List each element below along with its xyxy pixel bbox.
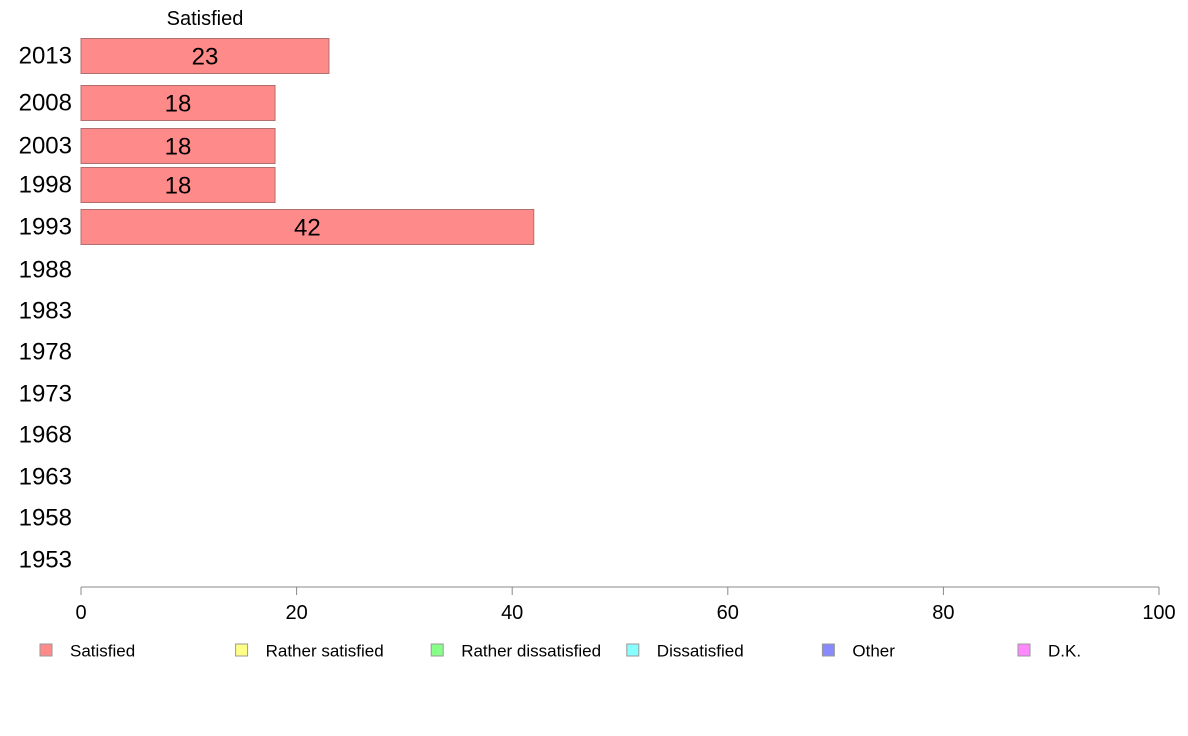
y-tick-label-1953: 1953 [19,547,72,574]
legend-label: Dissatisfied [657,642,744,661]
legend-item: Other [821,642,895,661]
legend-swatch [430,643,444,657]
legend-item: D.K. [1017,642,1081,661]
y-tick-label-1973: 1973 [19,381,72,408]
bar-value-label-2003: 18 [165,134,192,161]
y-tick-label-2013: 2013 [19,43,72,70]
bar-value-label-1993: 42 [294,215,321,242]
legend-swatch [39,643,53,657]
legend-swatch [626,643,640,657]
y-tick-label-1958: 1958 [19,505,72,532]
y-tick-label-2008: 2008 [19,90,72,117]
y-tick-label-1978: 1978 [19,339,72,366]
series-header: Satisfied [167,8,244,30]
y-tick-label-1963: 1963 [19,464,72,491]
legend-swatch [235,643,249,657]
bar-value-label-1998: 18 [165,173,192,200]
legend-label: Other [852,642,895,661]
legend-swatch [1017,643,1031,657]
y-tick-label-2003: 2003 [19,133,72,160]
x-tick-label-0: 0 [75,602,86,624]
bar-2008 [80,85,276,121]
legend-item: Rather dissatisfied [430,642,601,661]
y-tick-label-1993: 1993 [19,214,72,241]
bar-1998 [80,167,276,203]
x-tick-label-80: 80 [932,602,954,624]
bar-2013 [80,38,330,74]
bar-value-label-2008: 18 [165,91,192,118]
x-tick-label-40: 40 [501,602,523,624]
legend-item: Dissatisfied [626,642,744,661]
x-axis: 0 20 40 60 80 100 [75,586,1176,624]
y-tick-label-1988: 1988 [19,257,72,284]
bar-value-label-2013: 23 [192,44,219,71]
y-tick-label-1968: 1968 [19,422,72,449]
x-tick-label-100: 100 [1142,602,1175,624]
y-tick-label-1983: 1983 [19,298,72,325]
legend-label: Satisfied [70,642,135,661]
y-axis: 2013 2008 2003 1998 1993 1988 1983 1978 1973 1968… [19,43,72,574]
bar-2003 [80,128,276,164]
legend-label: Rather satisfied [266,642,384,661]
legend-item: Satisfied [39,642,135,661]
bar-1993 [80,209,535,245]
y-tick-label-1998: 1998 [19,172,72,199]
legend-swatch [821,643,835,657]
x-tick-label-20: 20 [285,602,307,624]
legend-item: Rather satisfied [235,642,384,661]
legend-label: Rather dissatisfied [461,642,601,661]
legend: Satisfied Rather satisfied Rather dissatis… [39,642,1081,661]
legend-label: D.K. [1048,642,1081,661]
x-tick-label-60: 60 [717,602,739,624]
